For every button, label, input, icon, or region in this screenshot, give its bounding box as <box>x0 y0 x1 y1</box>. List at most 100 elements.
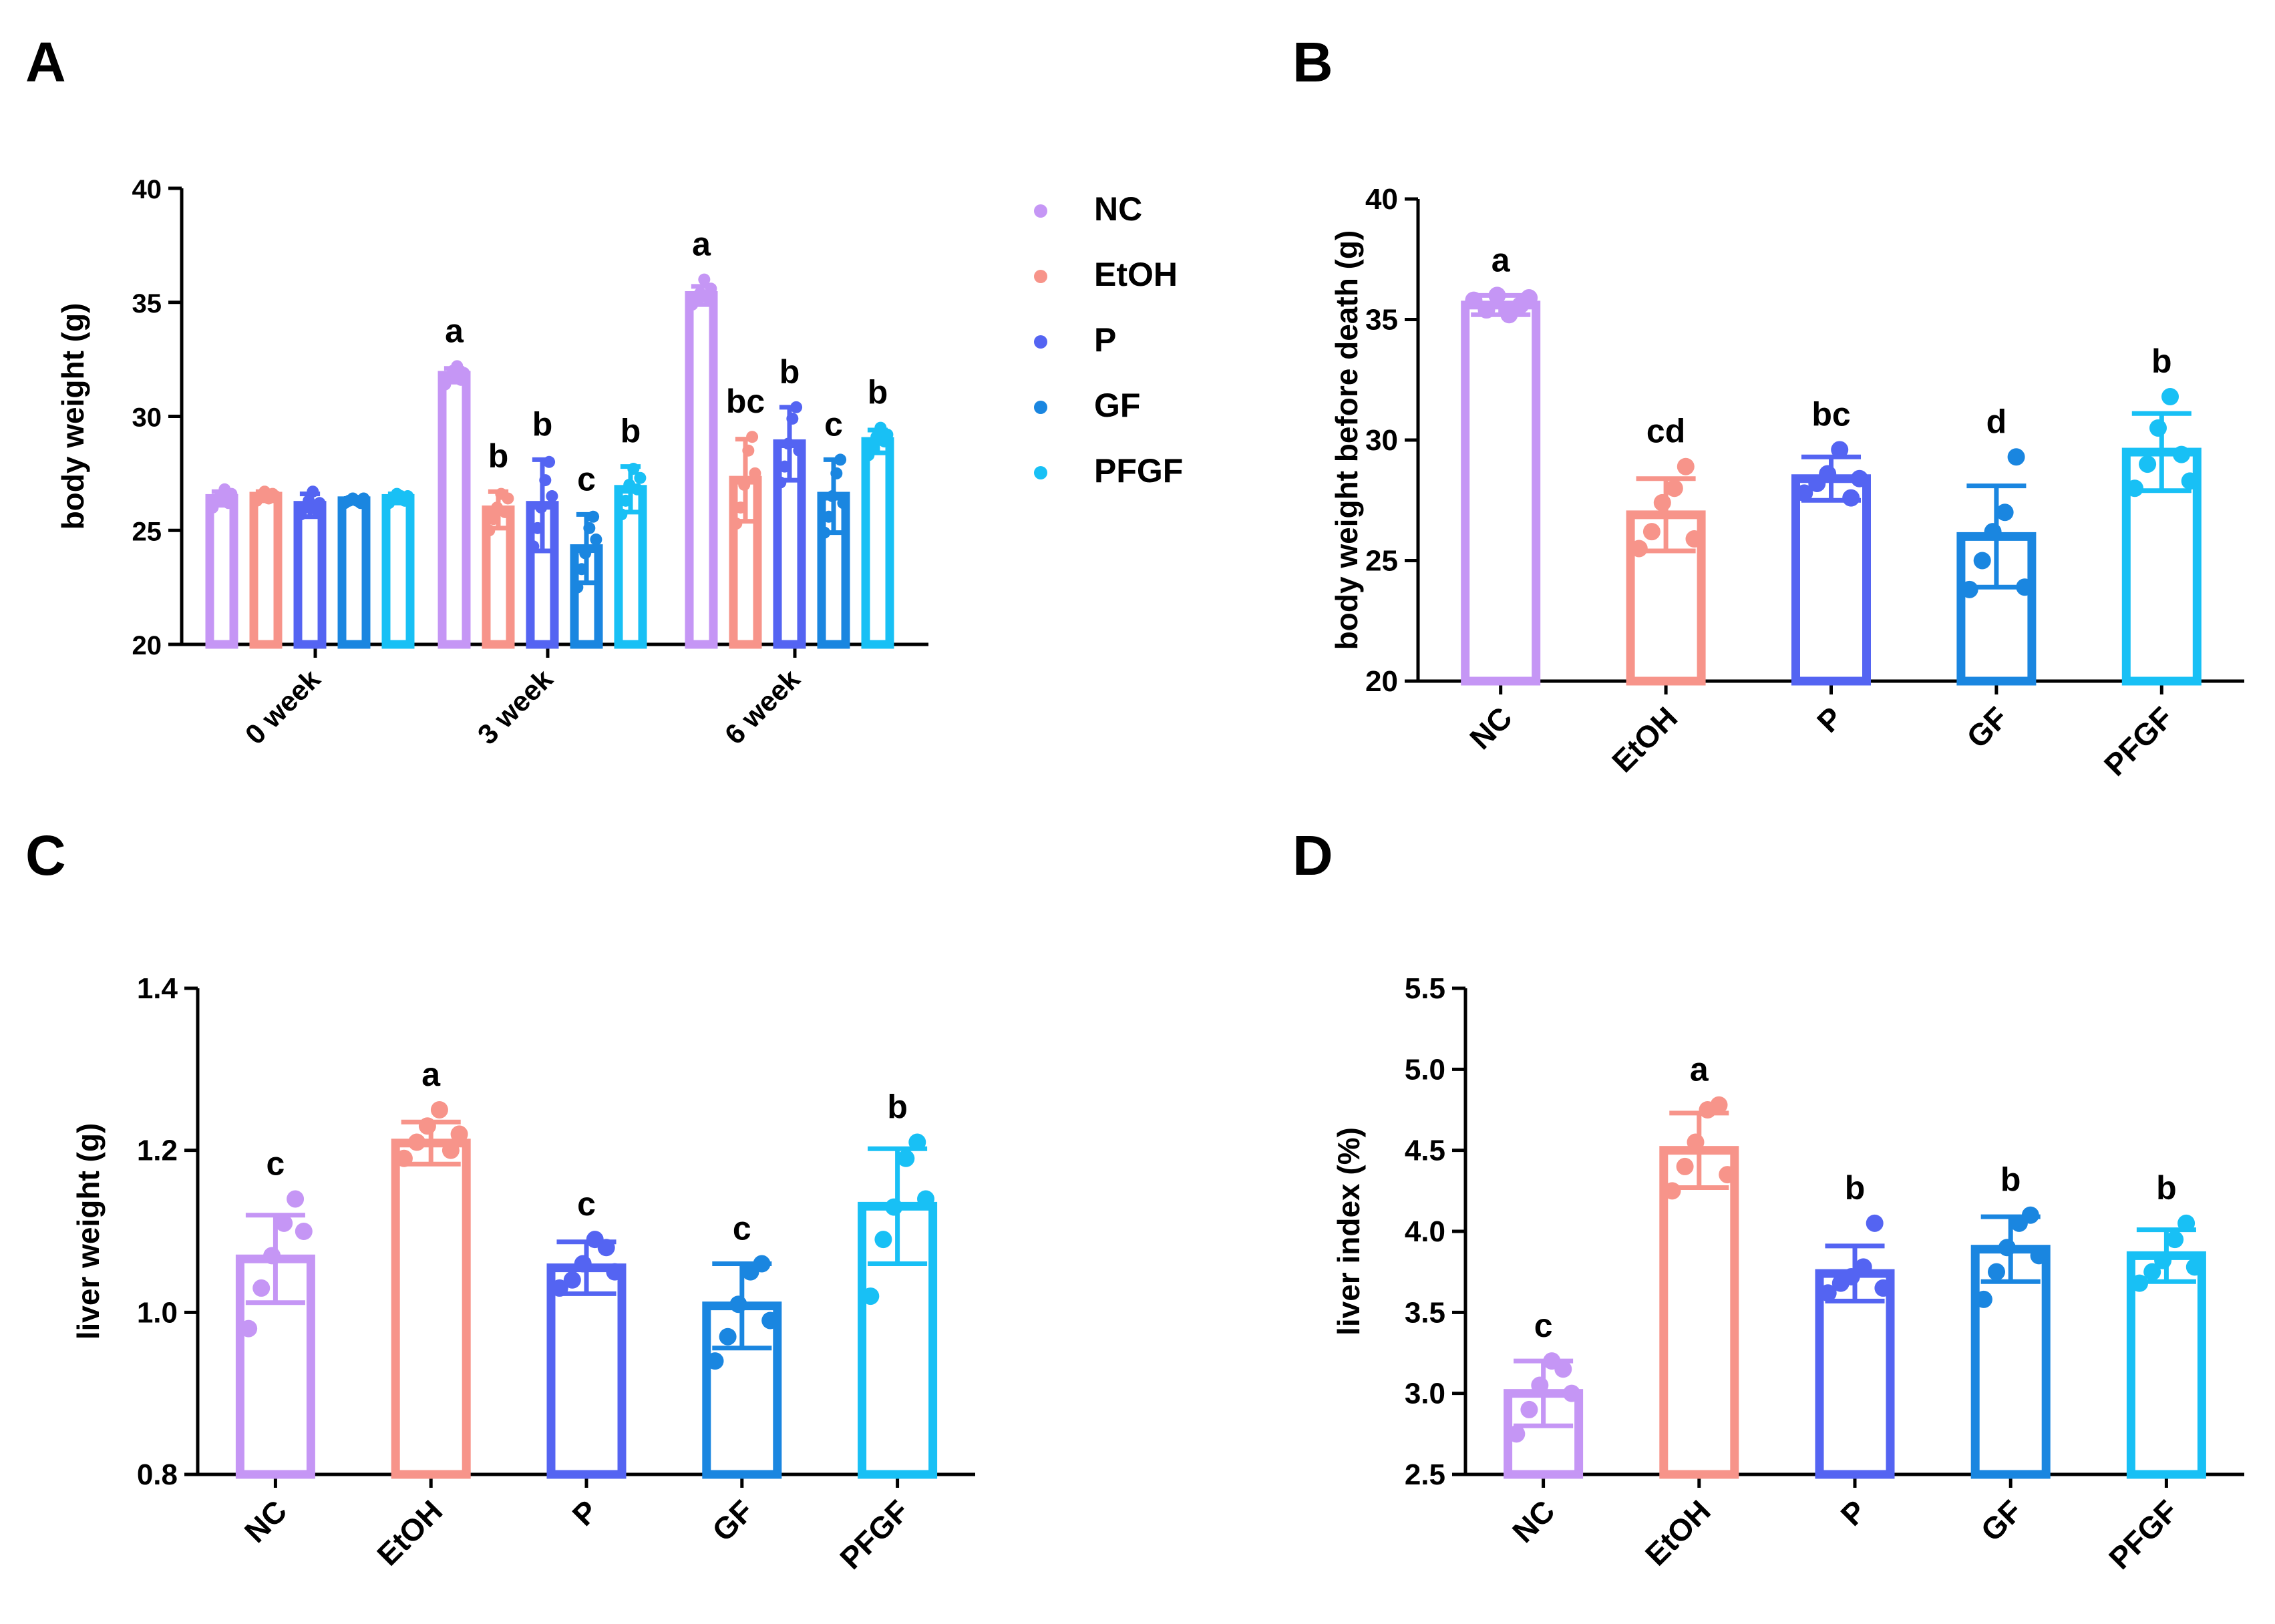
legend-label: P <box>1094 321 1116 359</box>
y-axis-title: liver weight (g) <box>71 1123 106 1340</box>
data-point <box>917 1190 934 1208</box>
data-point <box>866 439 879 452</box>
data-point <box>2172 445 2190 463</box>
x-tick-label: P <box>1834 1493 1873 1532</box>
data-point <box>275 1214 293 1232</box>
data-point <box>1795 484 1813 502</box>
significance-letter: c <box>577 460 596 497</box>
data-point <box>897 1149 915 1167</box>
x-tick-label: GF <box>1960 700 2015 755</box>
data-point <box>1663 1182 1681 1200</box>
data-point <box>458 367 470 379</box>
data-point <box>546 490 558 503</box>
y-tick-label: 4.0 <box>1405 1215 1445 1248</box>
bar <box>1815 1269 1895 1479</box>
data-point <box>1554 1360 1572 1378</box>
data-point <box>2161 388 2179 406</box>
data-point <box>1996 503 2014 522</box>
data-point <box>1653 493 1671 512</box>
data-point <box>729 1295 747 1313</box>
data-point <box>1508 1425 1526 1443</box>
x-tick-label: 6 week <box>719 663 806 751</box>
significance-letter: b <box>621 413 641 450</box>
y-tick-label: 35 <box>1365 304 1398 337</box>
data-point <box>2139 455 2157 473</box>
data-point <box>2143 1263 2161 1281</box>
data-point <box>539 474 552 487</box>
data-point <box>2154 1251 2172 1269</box>
data-point <box>862 1287 880 1305</box>
data-point <box>240 1320 258 1338</box>
data-point <box>1488 286 1506 304</box>
data-point <box>885 1198 903 1216</box>
data-point <box>753 1255 771 1273</box>
data-point <box>1998 1239 2016 1257</box>
data-point <box>2149 419 2167 437</box>
data-point <box>295 1223 313 1240</box>
data-point <box>822 510 835 523</box>
significance-letter: c <box>824 405 843 443</box>
significance-letter: d <box>1986 403 2007 440</box>
data-point <box>395 1149 413 1167</box>
significance-letter: b <box>532 405 553 443</box>
significance-letter: c <box>266 1145 285 1182</box>
data-point <box>252 1279 271 1297</box>
data-point <box>222 497 235 510</box>
significance-letter: b <box>2000 1161 2021 1199</box>
bar <box>249 491 283 649</box>
legend-marker <box>1034 335 1047 349</box>
x-tick-label: NC <box>238 1493 294 1549</box>
panel-a: A 20 25 30 35 40 body weight (g) 0 week 3 week a b… <box>25 31 928 751</box>
significance-letter: b <box>2151 343 2172 380</box>
bar <box>685 291 718 649</box>
bar <box>546 1263 627 1479</box>
data-point <box>706 1352 724 1370</box>
legend-label: EtOH <box>1094 256 1178 293</box>
data-point <box>834 453 847 466</box>
bar <box>1461 300 1541 686</box>
data-point <box>563 1271 581 1289</box>
y-tick-label: 0.8 <box>137 1458 178 1491</box>
data-point <box>1676 1157 1694 1175</box>
significance-letter: a <box>692 226 711 263</box>
data-point <box>1866 1214 1884 1232</box>
significance-letter: b <box>887 1088 908 1126</box>
data-point <box>1687 1133 1705 1151</box>
y-tick-label: 40 <box>1365 183 1398 216</box>
data-point <box>2131 1274 2149 1292</box>
data-point <box>430 1101 448 1119</box>
data-point <box>2185 1258 2204 1276</box>
y-tick-label: 4.5 <box>1405 1135 1445 1167</box>
x-tick-label: 3 week <box>472 663 559 751</box>
legend-label: NC <box>1094 190 1142 228</box>
bar <box>1791 474 1871 686</box>
y-tick-label: 2.5 <box>1405 1458 1445 1491</box>
data-point <box>1477 301 1496 319</box>
data-point <box>483 524 496 537</box>
data-point <box>818 526 831 539</box>
data-point <box>1842 489 1860 507</box>
y-axis-title: body weight (g) <box>55 303 90 530</box>
y-tick-label: 25 <box>1365 545 1398 578</box>
data-point <box>1960 580 1978 598</box>
data-point <box>527 540 540 553</box>
significance-letter: a <box>421 1056 441 1093</box>
bar <box>861 437 894 649</box>
data-point <box>303 494 315 507</box>
data-point <box>499 505 512 518</box>
y-tick-label: 5.5 <box>1405 972 1445 1005</box>
data-point <box>550 1279 568 1297</box>
data-point <box>862 449 875 461</box>
x-tick-label: NC <box>1506 1493 1562 1549</box>
legend-label: GF <box>1094 387 1140 424</box>
data-point <box>826 490 839 503</box>
data-point <box>1831 441 1849 459</box>
data-point <box>2007 448 2025 466</box>
significance-letter: b <box>868 374 888 411</box>
data-point <box>1630 540 1648 558</box>
data-point <box>1563 1384 1580 1402</box>
data-point <box>502 492 514 505</box>
data-point <box>1520 289 1538 307</box>
